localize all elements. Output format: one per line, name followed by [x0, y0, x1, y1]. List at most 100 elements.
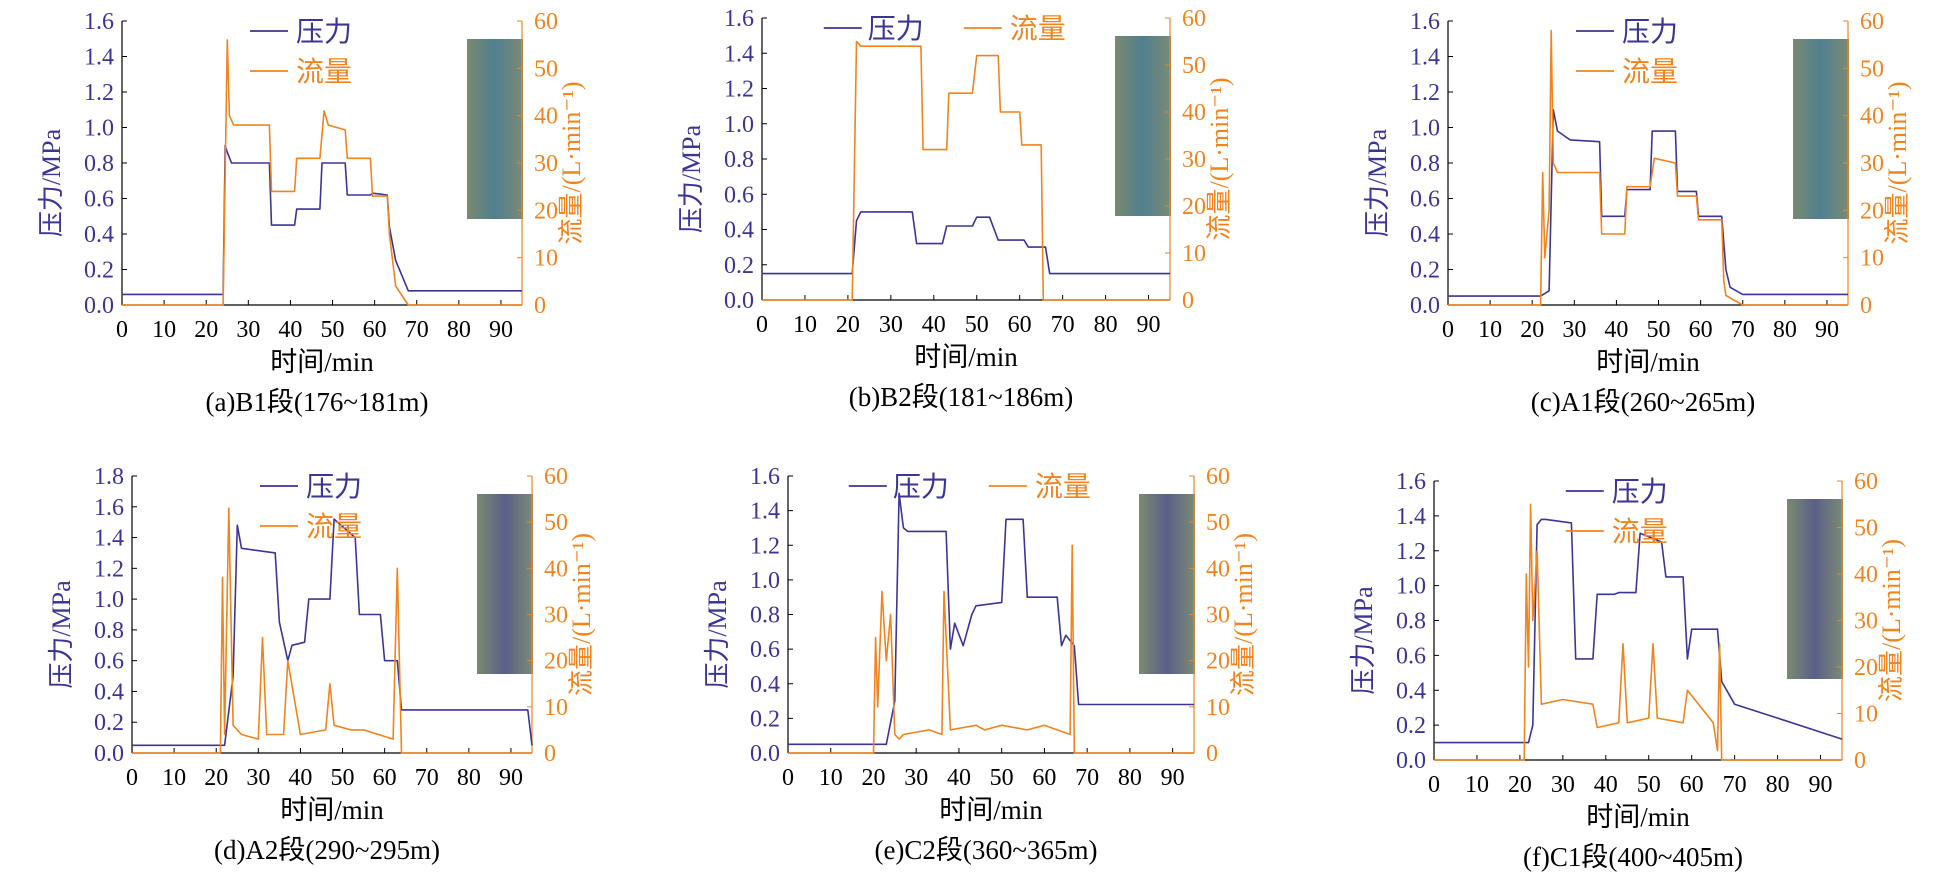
y-tick-label: 0.2: [84, 258, 114, 284]
x-tick-label: 10: [819, 765, 843, 791]
y2-tick-label: 20: [1182, 194, 1206, 220]
y2-tick-label: 40: [1854, 562, 1878, 588]
x-tick-label: 50: [331, 765, 355, 791]
x-tick-label: 70: [415, 765, 439, 791]
y2-tick-label: 40: [1860, 104, 1884, 130]
y2-tick-label: 40: [534, 104, 558, 130]
y2-axis-label: 流量/(L·min⁻¹): [1877, 539, 1906, 702]
x-tick-label: 50: [990, 765, 1014, 791]
x-tick-label: 70: [1731, 317, 1755, 343]
legend-label-pressure: 压力: [296, 16, 352, 48]
y2-tick-label: 30: [1182, 147, 1206, 173]
x-axis-label: 时间/min: [939, 795, 1043, 825]
x-axis-label: 时间/min: [1586, 802, 1690, 832]
y-axis-label: 压力/MPa: [47, 580, 76, 689]
x-tick-label: 20: [1520, 317, 1544, 343]
y2-tick-label: 20: [544, 649, 568, 675]
borehole-image: [1787, 499, 1843, 679]
y-axis-label: 压力/MPa: [1363, 128, 1392, 237]
x-tick-label: 90: [1161, 765, 1185, 791]
x-tick-label: 70: [1051, 312, 1075, 338]
x-tick-label: 30: [1562, 317, 1586, 343]
y2-tick-label: 0: [1860, 293, 1872, 319]
x-tick-label: 50: [321, 317, 345, 343]
y-tick-label: 0.0: [84, 293, 114, 319]
legend-label-pressure: 压力: [1622, 16, 1678, 48]
y-tick-label: 1.0: [84, 116, 114, 142]
y2-tick-label: 0: [1182, 288, 1194, 314]
y-tick-label: 1.0: [750, 568, 780, 594]
panel-caption: (e)C2段(360~365m): [874, 835, 1097, 865]
legend-label-pressure: 压力: [868, 13, 924, 45]
x-tick-label: 30: [879, 312, 903, 338]
y2-tick-label: 60: [1854, 469, 1878, 495]
y-tick-label: 1.6: [750, 464, 780, 490]
y-tick-label: 0.0: [750, 741, 780, 767]
y2-axis-label: 流量/(L·min⁻¹): [1883, 81, 1912, 244]
x-tick-label: 20: [836, 312, 860, 338]
x-tick-label: 40: [947, 765, 971, 791]
y2-tick-label: 10: [1182, 241, 1206, 267]
y2-tick-label: 60: [544, 464, 568, 490]
y2-tick-label: 50: [1182, 53, 1206, 79]
pressure-line: [1434, 518, 1843, 744]
y2-tick-label: 60: [1206, 464, 1230, 490]
x-tick-label: 40: [278, 317, 302, 343]
pressure-line: [122, 144, 522, 296]
y2-tick-label: 0: [1854, 748, 1866, 774]
y-tick-label: 1.0: [1396, 574, 1426, 600]
legend-label-flow: 流量: [1010, 13, 1066, 45]
y2-tick-label: 10: [1206, 695, 1230, 721]
y-tick-label: 0.8: [84, 151, 114, 177]
y-tick-label: 0.4: [750, 672, 780, 698]
y-tick-label: 1.0: [94, 587, 124, 613]
pressure-line: [1448, 109, 1848, 297]
x-tick-label: 20: [194, 317, 218, 343]
x-tick-label: 60: [363, 317, 387, 343]
x-tick-label: 60: [1032, 765, 1056, 791]
y-tick-label: 0.6: [750, 637, 780, 663]
pressure-line: [788, 492, 1194, 746]
x-tick-label: 90: [1137, 312, 1161, 338]
x-tick-label: 30: [904, 765, 928, 791]
chart-panel-c: 0 10 20 30 40 50 60 70 80 90 0.0 0.2 0.4 0.6 0.8 1.0 1.2…: [1363, 9, 1912, 417]
y-tick-label: 1.6: [724, 6, 754, 32]
borehole-image: [1139, 494, 1195, 674]
x-tick-label: 0: [126, 765, 138, 791]
x-tick-label: 20: [861, 765, 885, 791]
x-axis-label: 时间/min: [914, 342, 1018, 372]
y-tick-label: 0.2: [1410, 258, 1440, 284]
y-tick-label: 0.4: [1396, 678, 1426, 704]
x-tick-label: 60: [373, 765, 397, 791]
y-tick-label: 0.4: [84, 222, 114, 248]
x-tick-label: 10: [152, 317, 176, 343]
x-axis-label: 时间/min: [1596, 347, 1700, 377]
x-tick-label: 90: [1815, 317, 1839, 343]
legend-label-flow: 流量: [296, 56, 352, 88]
panel-caption: (a)B1段(176~181m): [205, 387, 428, 417]
x-tick-label: 60: [1689, 317, 1713, 343]
legend-label-flow: 流量: [1035, 471, 1091, 503]
y2-tick-label: 50: [544, 510, 568, 536]
y2-tick-label: 50: [1854, 516, 1878, 542]
y-tick-label: 0.0: [724, 288, 754, 314]
borehole-image: [1115, 36, 1171, 216]
y2-tick-label: 20: [1206, 649, 1230, 675]
y2-tick-label: 20: [1854, 655, 1878, 681]
x-tick-label: 10: [162, 765, 186, 791]
y2-tick-label: 10: [1860, 246, 1884, 272]
y-tick-label: 0.0: [1410, 293, 1440, 319]
x-tick-label: 70: [1075, 765, 1099, 791]
y-tick-label: 1.4: [724, 41, 754, 67]
borehole-image: [467, 39, 523, 219]
y2-tick-label: 30: [1206, 603, 1230, 629]
x-tick-label: 40: [1604, 317, 1628, 343]
y-tick-label: 1.2: [84, 80, 114, 106]
x-tick-label: 60: [1008, 312, 1032, 338]
y-tick-label: 0.4: [94, 679, 124, 705]
y-tick-label: 0.6: [1396, 643, 1426, 669]
y-tick-label: 1.2: [724, 77, 754, 103]
y-axis-label: 压力/MPa: [37, 128, 66, 237]
flow-line: [1434, 503, 1842, 761]
x-tick-label: 80: [1773, 317, 1797, 343]
